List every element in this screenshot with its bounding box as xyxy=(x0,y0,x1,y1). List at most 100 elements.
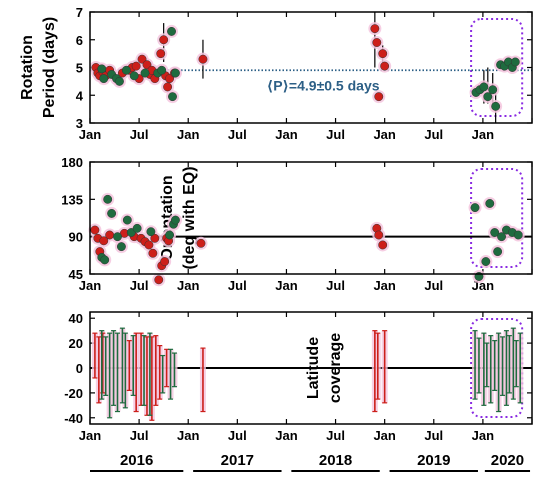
orientation-point xyxy=(154,275,164,285)
period-point xyxy=(479,82,489,92)
period-xtick-label: Jul xyxy=(326,127,345,142)
orientation-point xyxy=(150,233,160,243)
period-point xyxy=(163,82,173,92)
orientation-xtick-label: Jul xyxy=(424,278,443,293)
period-xtick-label: Jan xyxy=(177,127,199,142)
year-labels: 2016 2017 2018 2019 2020 xyxy=(90,452,531,472)
period-point xyxy=(378,49,388,59)
period-point xyxy=(167,26,176,36)
orientation-xtick-label: Jan xyxy=(275,278,297,293)
period-point xyxy=(121,65,131,75)
period-point xyxy=(157,65,167,75)
period-xtick-label: Jul xyxy=(424,127,443,142)
latitude-xtick-label: Jan xyxy=(472,428,494,443)
orientation-point xyxy=(144,240,154,250)
latitude-xtick-label: Jul xyxy=(228,428,247,443)
period-xtick-label: Jan xyxy=(472,127,494,142)
period-ylabel-line: Period (days) xyxy=(41,17,58,118)
orientation-ytick-label: 45 xyxy=(69,267,83,282)
orientation-point xyxy=(122,215,132,225)
orientation-point xyxy=(171,215,180,225)
period-point xyxy=(171,68,180,78)
period-point xyxy=(97,64,107,74)
period-ytick-label: 3 xyxy=(76,116,83,131)
period-point xyxy=(198,54,208,64)
orientation-point xyxy=(485,199,495,208)
period-point xyxy=(165,74,175,84)
period-point xyxy=(483,92,493,102)
orientation-xtick-label: Jul xyxy=(130,278,149,293)
orientation-xtick-label: Jan xyxy=(177,278,199,293)
orientation-point xyxy=(497,232,507,242)
period-highlight-box xyxy=(470,18,524,117)
latitude-xtick-label: Jul xyxy=(424,428,443,443)
latitude-ytick-label: 20 xyxy=(69,336,83,351)
orientation-point xyxy=(132,223,142,233)
orientation-ytick-label: 180 xyxy=(61,155,83,170)
orientation-point xyxy=(99,236,109,246)
period-point xyxy=(99,74,109,84)
period-point xyxy=(129,71,139,81)
period-xtick-label: Jul xyxy=(228,127,247,142)
latitude-xtick-label: Jan xyxy=(177,428,199,443)
period-point xyxy=(491,101,501,111)
period-ytick-label: 7 xyxy=(76,5,83,20)
latitude-ytick-label: 0 xyxy=(76,361,83,376)
latitude-ytick-label: -40 xyxy=(64,411,83,426)
year-label: 2017 xyxy=(221,452,254,469)
period-point xyxy=(140,68,150,78)
period-xtick-label: Jul xyxy=(130,127,149,142)
period-point xyxy=(370,24,380,34)
orientation-point xyxy=(378,240,388,250)
period-ytick-label: 5 xyxy=(76,61,83,76)
latitude-xtick-label: Jan xyxy=(275,428,297,443)
period-point xyxy=(115,76,124,86)
period-point xyxy=(380,61,390,71)
latitude-xtick-label: Jul xyxy=(130,428,149,443)
latitude-xtick-label: Jul xyxy=(326,428,345,443)
panel-period: Rotation Period (days) 3 4 5 6 7 Jan Jul Jan Jul Ja… xyxy=(19,5,533,142)
orientation-point xyxy=(107,208,117,218)
orientation-point xyxy=(146,227,156,237)
orientation-xtick-label: Jan xyxy=(79,278,101,293)
orientation-point xyxy=(116,242,126,252)
period-xtick-label: Jan xyxy=(79,127,101,142)
period-ytick-label: 6 xyxy=(76,33,83,48)
orientation-xtick-label: Jul xyxy=(228,278,247,293)
orientation-xtick-label: Jul xyxy=(326,278,345,293)
period-point xyxy=(156,49,166,59)
period-point xyxy=(168,92,177,102)
period-xtick-label: Jan xyxy=(275,127,297,142)
orientation-ytick-label: 135 xyxy=(61,192,83,207)
period-point xyxy=(374,92,384,102)
period-xtick-label: Jan xyxy=(373,127,395,142)
period-point xyxy=(131,61,141,71)
period-point xyxy=(372,38,382,47)
orientation-point xyxy=(470,203,480,213)
orientation-point xyxy=(165,230,175,240)
period-ytick-label: 4 xyxy=(76,88,84,103)
orientation-ylabel-line: (deg with EQ) xyxy=(181,166,198,269)
orientation-point xyxy=(196,238,206,248)
orientation-highlight-box xyxy=(470,168,524,268)
orientation-point xyxy=(493,247,503,257)
orientation-point xyxy=(374,230,384,240)
orientation-point xyxy=(103,194,113,204)
period-ylabel: Rotation Period (days) xyxy=(19,17,58,118)
orientation-point xyxy=(513,230,523,240)
latitude-frame xyxy=(89,311,533,425)
orientation-point xyxy=(105,230,115,240)
period-point xyxy=(137,54,147,64)
orientation-point xyxy=(90,225,100,235)
mean-annotation: ⟨P⟩=4.9±0.5 days xyxy=(267,77,380,93)
year-label: 2018 xyxy=(319,452,352,469)
orientation-xtick-label: Jan xyxy=(373,278,395,293)
period-point xyxy=(159,35,169,45)
period-point xyxy=(488,85,498,95)
orientation-point xyxy=(113,232,122,242)
latitude-ytick-label: -20 xyxy=(64,386,83,401)
period-ylabel-line: Rotation xyxy=(19,35,36,100)
